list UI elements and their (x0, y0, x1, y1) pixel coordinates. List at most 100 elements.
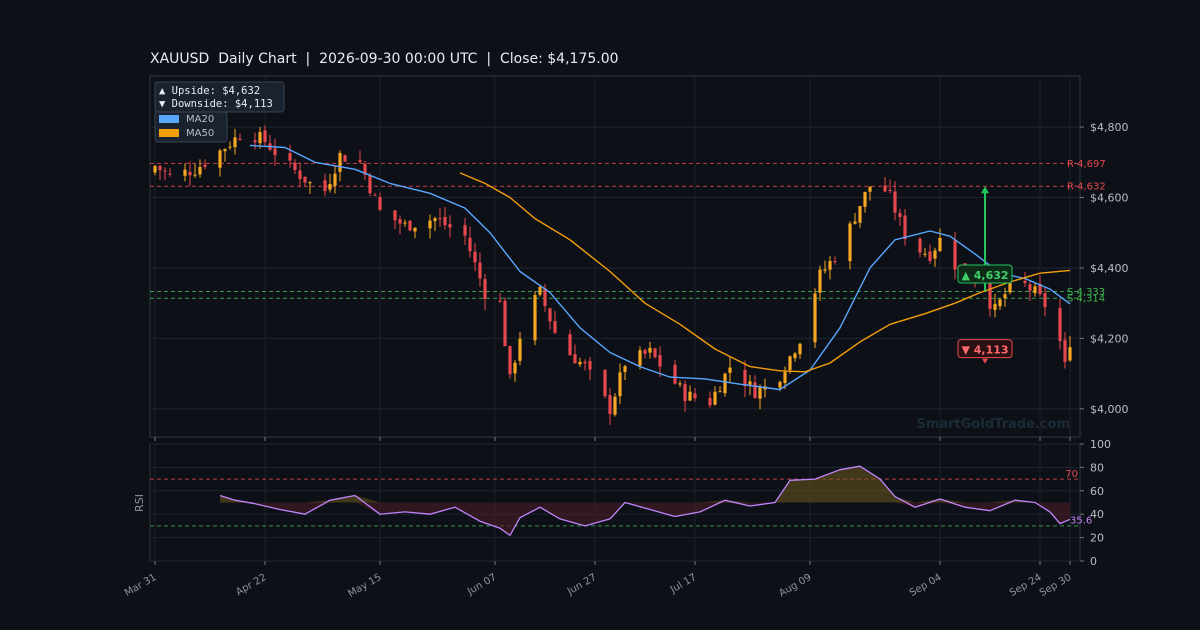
candle-bear (743, 369, 747, 387)
candle-bear (368, 175, 372, 194)
candle-bull (783, 372, 787, 384)
candle-bull (868, 186, 872, 192)
candle-bear (1023, 280, 1027, 284)
candle-bull (853, 221, 857, 224)
y-tick-label: $4,600 (1090, 192, 1129, 205)
candle-bull (623, 366, 627, 372)
candle-bear (548, 308, 552, 322)
candle-bull (923, 253, 927, 255)
rsi-tick-label: 20 (1090, 532, 1104, 545)
candle-bear (498, 300, 502, 302)
candle-bull (333, 173, 337, 186)
candle-bear (608, 395, 612, 414)
candle-bull (728, 367, 732, 373)
candle-bull (933, 250, 937, 259)
candle-bull (723, 373, 727, 394)
candle-bear (888, 189, 892, 191)
candle-bear (188, 171, 192, 176)
rsi-bull-fill (220, 466, 1070, 503)
candle-bull (433, 218, 437, 222)
candle-bear (163, 170, 167, 172)
candle-bear (298, 170, 302, 179)
candle-bull (518, 338, 522, 361)
candle-bear (293, 162, 297, 170)
candle-bull (998, 299, 1002, 307)
candle-bull (198, 166, 202, 175)
candle-bear (358, 160, 362, 162)
chart-title: XAUUSD Daily Chart | 2026-09-30 00:00 UT… (150, 51, 619, 67)
candle-bear (583, 361, 587, 364)
candle-bull (513, 362, 517, 374)
candle-bull (218, 150, 222, 168)
downside-target-label: ▼ 4,113 (961, 344, 1008, 357)
candle-bear (1063, 339, 1067, 362)
candle-bull (233, 137, 237, 148)
candle-bull (938, 237, 942, 251)
rsi-panel: 0 20 40 60 80 100 RSI 70 35.6 (133, 438, 1111, 568)
y-tick-label: $4,800 (1090, 121, 1129, 134)
rsi-tick-label: 40 (1090, 508, 1104, 521)
candle-bear (603, 369, 607, 397)
legend-ma50-swatch (159, 129, 179, 137)
candle-bull (308, 182, 312, 184)
x-tick-label: Jun 27 (565, 572, 599, 598)
candle-bull (578, 361, 582, 365)
support-level-label: S 4,333 (1067, 287, 1105, 298)
candle-bull (538, 287, 542, 295)
candle-bull (718, 391, 722, 393)
candle-bear (443, 216, 447, 226)
rsi-tick-label: 60 (1090, 485, 1104, 498)
upside-target-box (957, 264, 1013, 284)
downside-pointer (982, 358, 988, 364)
downside-target-box (957, 339, 1013, 359)
candle-bear (918, 238, 922, 253)
legend-ma20-label: MA20 (186, 114, 214, 125)
rsi-last-value-label: 35.6 (1070, 515, 1092, 526)
candle-bear (553, 321, 557, 333)
rsi-tick-label: 0 (1090, 555, 1097, 568)
candle-bear (753, 382, 757, 398)
rsi-bear-fill (220, 502, 1070, 536)
candle-bear (568, 334, 572, 356)
legend-downside-label: ▼ Downside: $4,113 (159, 98, 273, 110)
candle-bear (253, 140, 257, 143)
candle-bear (1038, 283, 1042, 295)
candle-bull (428, 220, 432, 229)
candle-bull (748, 381, 752, 385)
candle-bear (363, 163, 367, 175)
candle-bear (473, 251, 477, 263)
candle-bull (1003, 294, 1007, 299)
ma20-line (249, 144, 1071, 391)
candle-bear (903, 215, 907, 240)
candle-bull (798, 343, 802, 355)
x-tick-label: Sep 30 (1038, 572, 1074, 599)
candle-bear (203, 164, 207, 167)
candle-bear (273, 148, 277, 155)
candle-bull (533, 294, 537, 341)
rsi-overbought-label: 70 (1065, 469, 1078, 480)
candle-bear (883, 185, 887, 192)
x-tick-label: Apr 22 (234, 572, 268, 598)
candle-bear (928, 251, 932, 261)
candle-bull (153, 165, 157, 173)
watermark: SmartGoldTrade.com (916, 417, 1070, 432)
rsi-tick-label: 100 (1090, 438, 1111, 451)
x-tick-label: Mar 31 (123, 572, 159, 599)
legend: ▲ Upside: $4,632▼ Downside: $4,113 MA20 MA… (154, 81, 285, 143)
candle-bear (833, 261, 837, 263)
candle-bear (1058, 308, 1062, 342)
candle-bull (713, 391, 717, 405)
candle-bull (638, 350, 642, 366)
resistance-level-label: R 4,697 (1067, 159, 1106, 170)
candle-bull (818, 269, 822, 293)
candle-bull (828, 261, 832, 270)
candle-bear (373, 194, 377, 196)
candle-bull (338, 152, 342, 172)
candle-bull (193, 174, 197, 176)
candle-bear (288, 153, 292, 161)
x-tick-label: May 15 (346, 572, 383, 600)
x-tick-label: Jun 07 (465, 572, 499, 598)
upside-target-label: ▲ 4,632 (961, 269, 1008, 282)
candle-bear (323, 180, 327, 192)
rsi-axis-label: RSI (133, 494, 146, 512)
